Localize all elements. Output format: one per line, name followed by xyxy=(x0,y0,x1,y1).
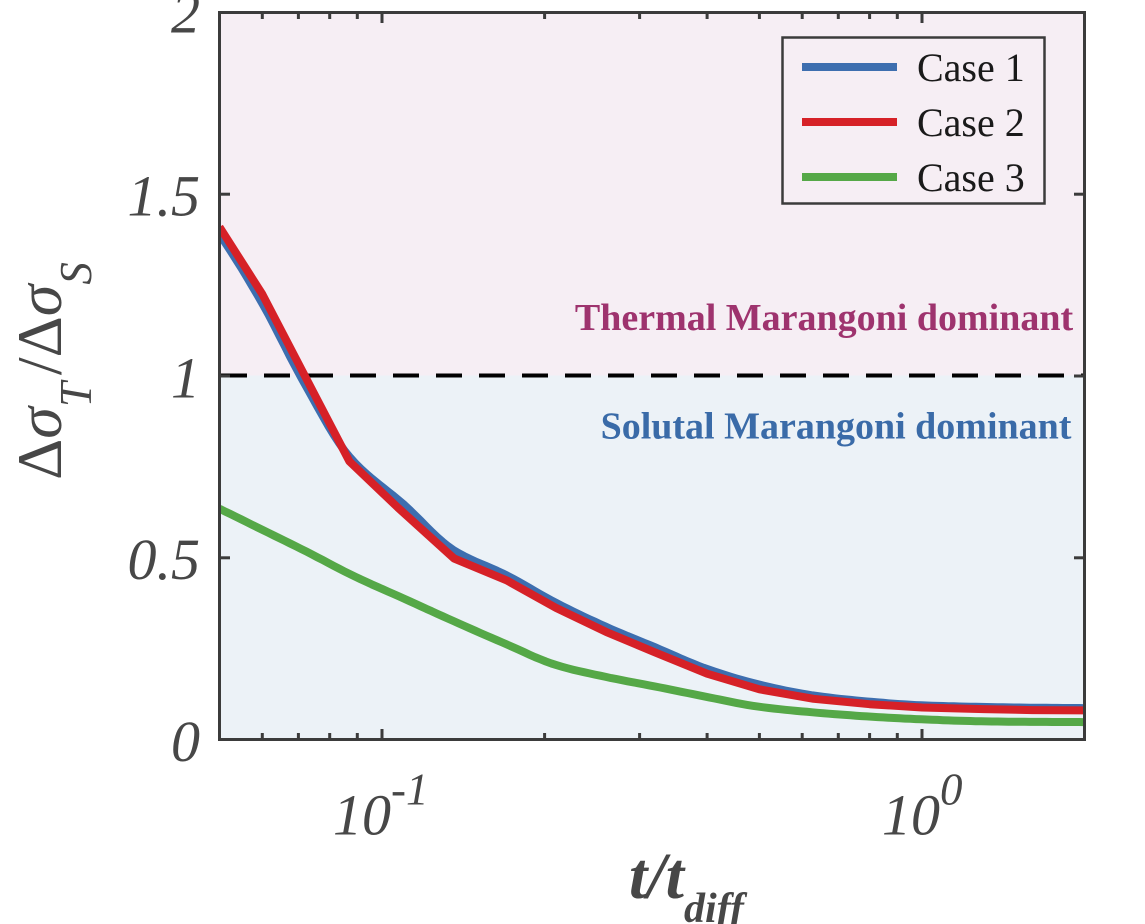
svg-text:Case 2: Case 2 xyxy=(917,100,1025,145)
svg-text:0: 0 xyxy=(171,709,200,774)
svg-text:10-1: 10-1 xyxy=(333,765,429,848)
svg-text:100: 100 xyxy=(882,765,963,848)
svg-text:2: 2 xyxy=(171,0,200,46)
svg-text:Case 3: Case 3 xyxy=(917,155,1025,200)
svg-text:1.5: 1.5 xyxy=(128,163,201,228)
svg-text:0.5: 0.5 xyxy=(128,527,201,592)
svg-text:t/tdiff: t/tdiff xyxy=(629,840,748,924)
svg-text:Case 1: Case 1 xyxy=(917,45,1025,90)
svg-text:Solutal Marangoni dominant: Solutal Marangoni dominant xyxy=(601,406,1072,448)
svg-text:1: 1 xyxy=(171,345,200,410)
svg-text:ΔσT/ΔσS: ΔσT/ΔσS xyxy=(4,262,101,480)
svg-text:Thermal Marangoni dominant: Thermal Marangoni dominant xyxy=(575,297,1074,339)
